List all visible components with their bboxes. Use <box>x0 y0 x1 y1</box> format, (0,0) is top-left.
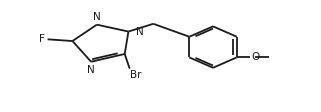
Text: N: N <box>87 65 95 75</box>
Text: Br: Br <box>130 70 141 80</box>
Text: N: N <box>136 27 144 37</box>
Text: N: N <box>93 12 101 22</box>
Text: F: F <box>39 34 45 44</box>
Text: O: O <box>251 52 260 62</box>
